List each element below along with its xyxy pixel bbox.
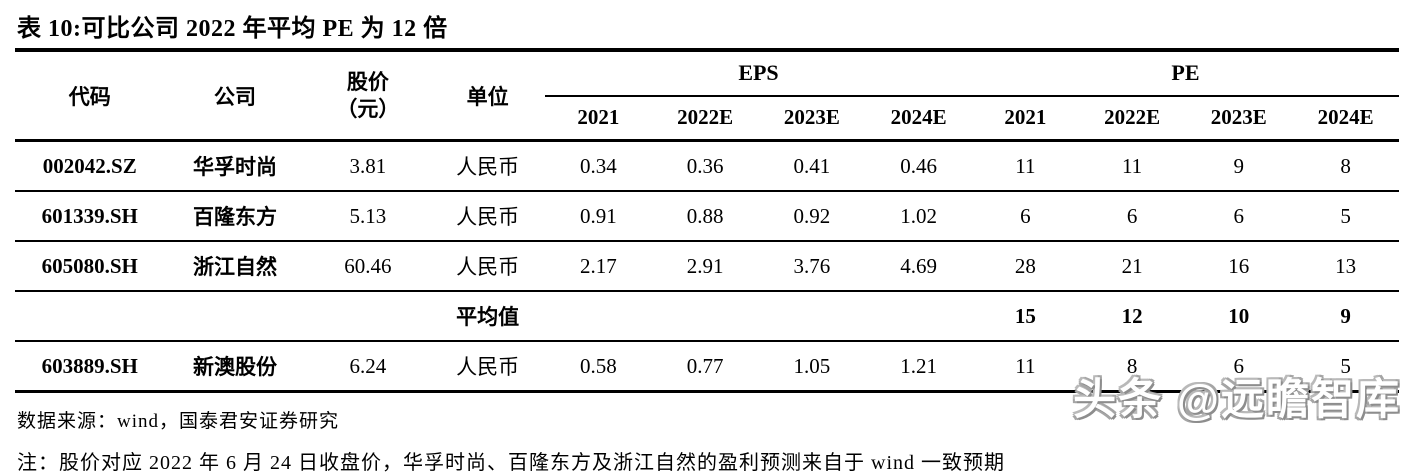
cell-eps-2024e xyxy=(865,291,972,341)
cell-price: 60.46 xyxy=(344,253,392,278)
col-group-eps: EPS xyxy=(545,50,972,97)
price-header-line2: （元） xyxy=(336,96,400,121)
cell-eps-2022e: 2.91 xyxy=(686,253,724,278)
cell-code xyxy=(15,291,164,341)
cell-code: 002042.SZ xyxy=(42,153,137,178)
cell-eps-2024e: 1.02 xyxy=(900,203,937,228)
cell-eps-2023e: 0.92 xyxy=(793,203,831,228)
cell-pe-2024e: 13 xyxy=(1335,253,1357,278)
col-header-company: 公司 xyxy=(214,84,257,109)
report-page: 表 10:可比公司 2022 年平均 PE 为 12 倍 代码 公司 股价 （元… xyxy=(15,16,1401,474)
cell-eps-2021: 0.34 xyxy=(580,153,617,178)
header-year-row: 2021 2022E 2023E 2024E 2021 2022E 2023E … xyxy=(15,96,1399,141)
cell-eps-2023e: 3.76 xyxy=(793,253,831,278)
cell-unit: 人民币 xyxy=(456,205,520,229)
cell-eps-2021 xyxy=(545,291,652,341)
col-header-code: 代码 xyxy=(68,84,111,109)
table-row-average: 平均值 15 12 10 9 xyxy=(15,291,1399,341)
cell-pe-2021: 6 xyxy=(1020,203,1031,228)
cell-average-label: 平均值 xyxy=(456,305,520,329)
cell-pe-2021: 11 xyxy=(1015,153,1036,178)
cell-company: 浙江自然 xyxy=(193,255,278,279)
header-group-row: 代码 公司 股价 （元） 单位 EPS PE xyxy=(15,50,1399,121)
cell-eps-2022e xyxy=(652,291,759,341)
cell-unit: 人民币 xyxy=(456,355,520,379)
table-row: 002042.SZ 华孚时尚 3.81 人民币 0.34 0.36 0.41 0… xyxy=(15,141,1399,191)
cell-company: 新澳股份 xyxy=(193,355,278,379)
cell-code: 605080.SH xyxy=(41,253,138,278)
cell-pe-2023e: 9 xyxy=(1233,153,1245,178)
cell-eps-2023e xyxy=(759,291,866,341)
comparable-companies-table: 代码 公司 股价 （元） 单位 EPS PE 2021 2022E 2023E … xyxy=(15,48,1399,393)
cell-price xyxy=(306,291,431,341)
cell-pe-2024e: 5 xyxy=(1340,203,1351,228)
cell-code: 601339.SH xyxy=(41,203,138,228)
cell-eps-2021: 0.91 xyxy=(580,203,617,228)
col-header-unit: 单位 xyxy=(466,84,509,109)
price-date-note: 注：股价对应 2022 年 6 月 24 日收盘价，华孚时尚、百隆东方及浙江自然… xyxy=(17,452,1005,474)
cell-eps-2024e: 1.21 xyxy=(900,353,937,378)
cell-unit: 人民币 xyxy=(456,255,520,279)
cell-eps-2022e: 0.36 xyxy=(686,153,724,178)
cell-unit: 人民币 xyxy=(456,155,520,179)
cell-pe-2024e: 9 xyxy=(1340,303,1351,328)
cell-pe-2022e: 12 xyxy=(1121,303,1143,328)
cell-company: 华孚时尚 xyxy=(193,155,278,179)
cell-eps-2023e: 1.05 xyxy=(793,353,831,378)
cell-pe-2024e: 8 xyxy=(1340,153,1351,178)
pe-year-2024e: 2024E xyxy=(1317,105,1374,129)
pe-year-2022e: 2022E xyxy=(1104,105,1161,129)
cell-pe-2021: 15 xyxy=(1014,303,1036,328)
eps-year-2021: 2021 xyxy=(577,105,620,129)
eps-year-2022e: 2022E xyxy=(677,105,734,129)
cell-company: 百隆东方 xyxy=(193,205,278,229)
cell-pe-2024e: 5 xyxy=(1340,353,1351,378)
cell-pe-2022e: 6 xyxy=(1126,203,1138,228)
table-row: 601339.SH 百隆东方 5.13 人民币 0.91 0.88 0.92 1… xyxy=(15,191,1399,241)
cell-pe-2021: 11 xyxy=(1015,353,1036,378)
cell-eps-2022e: 0.88 xyxy=(686,203,724,228)
price-header-line1: 股价 xyxy=(346,70,389,95)
eps-year-2024e: 2024E xyxy=(890,105,947,129)
cell-price: 6.24 xyxy=(349,353,387,378)
table-row: 603889.SH 新澳股份 6.24 人民币 0.58 0.77 1.05 1… xyxy=(15,341,1399,392)
cell-price: 5.13 xyxy=(349,203,387,228)
col-group-pe: PE xyxy=(971,50,1399,97)
cell-pe-2022e: 21 xyxy=(1121,253,1143,278)
eps-year-2023e: 2023E xyxy=(783,105,840,129)
cell-pe-2023e: 6 xyxy=(1233,203,1245,228)
cell-eps-2021: 2.17 xyxy=(580,253,617,278)
col-header-price: 股价 （元） xyxy=(306,50,431,141)
cell-pe-2022e: 11 xyxy=(1121,153,1143,178)
cell-company xyxy=(164,291,305,341)
pe-year-2021: 2021 xyxy=(1004,105,1047,129)
cell-code: 603889.SH xyxy=(41,353,138,378)
cell-eps-2024e: 0.46 xyxy=(900,153,937,178)
watermark: 头条 @远瞻智库 xyxy=(1073,376,1401,424)
cell-price: 3.81 xyxy=(349,153,387,178)
cell-pe-2021: 28 xyxy=(1014,253,1036,278)
cell-eps-2022e: 0.77 xyxy=(686,353,724,378)
cell-pe-2022e: 8 xyxy=(1126,353,1138,378)
pe-year-2023e: 2023E xyxy=(1210,105,1267,129)
cell-pe-2023e: 10 xyxy=(1228,303,1250,328)
cell-pe-2023e: 16 xyxy=(1228,253,1250,278)
table-row: 605080.SH 浙江自然 60.46 人民币 2.17 2.91 3.76 … xyxy=(15,241,1399,291)
cell-eps-2023e: 0.41 xyxy=(793,153,831,178)
cell-eps-2024e: 4.69 xyxy=(900,253,937,278)
table-title: 表 10:可比公司 2022 年平均 PE 为 12 倍 xyxy=(17,16,448,42)
cell-eps-2021: 0.58 xyxy=(580,353,617,378)
cell-pe-2023e: 6 xyxy=(1233,353,1245,378)
